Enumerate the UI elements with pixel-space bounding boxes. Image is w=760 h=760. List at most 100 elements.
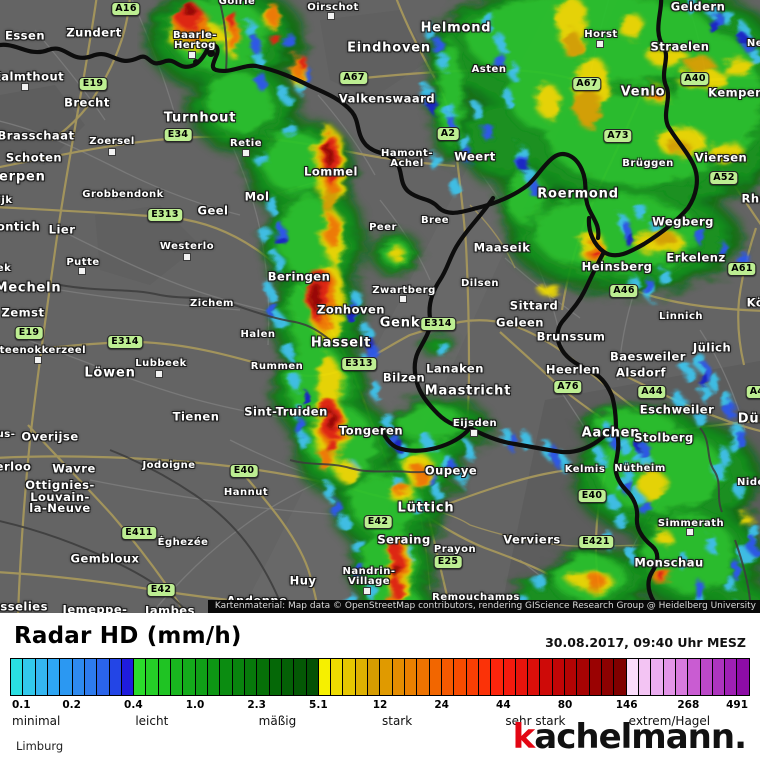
scale-tick: 0.2 [62,699,81,711]
scale-cell [417,659,430,695]
city-label: Kelmis [564,464,606,475]
city-label: Düren [737,411,760,427]
scale-category: sehr stark [505,714,566,728]
city-label: Essen [4,28,46,43]
radar-level-b [251,11,757,599]
scale-cell [552,659,566,695]
scale-cell [638,659,652,695]
scale-category: mäßig [258,714,297,728]
city-marker [108,148,116,156]
city-label: Geldern [670,0,726,14]
city-label: Ne [746,38,760,49]
city-label: Zichem [190,298,234,309]
scale-cell [380,659,393,695]
city-label: Hasselt [310,335,372,351]
city-label: Rummen [250,361,304,372]
city-label: Gosselies [0,599,48,613]
scale-cell [244,659,258,695]
scale-cell [294,659,307,695]
scale-cell [368,659,381,695]
city-label: Kontich [0,219,41,234]
city-label: Seraing [377,532,431,547]
city-label: Hamont- Achel [381,148,433,169]
scale-category: stark [382,714,413,728]
road-shield: A52 [709,171,739,185]
city-label: Zundert [66,25,122,40]
scale-cell [651,659,664,695]
road-shield: E314 [420,317,456,331]
city-label: Overijse [21,429,79,444]
radar-map: Goirle Oirschot Essen Zundert Baarle- Hertog E… [0,0,760,613]
road-shield: A16 [111,2,141,16]
city-label: Brunssum [536,329,606,344]
city-label: Straelen [650,39,710,54]
city-marker [686,528,694,536]
city-label: Genk [379,315,421,331]
scale-cell [109,659,122,695]
scale-cell [343,659,356,695]
city-label: Stolberg [634,430,694,445]
city-label: Brecht [64,95,110,110]
city-marker [470,429,478,437]
road-shield: A67 [339,71,369,85]
scale-tick: 0.1 [12,699,31,711]
color-scale [10,658,750,696]
city-marker [596,40,604,48]
road-shield: E421 [578,535,614,549]
city-label: ijk [0,195,13,206]
scale-cell [269,659,282,695]
city-label: Mol [244,189,270,204]
city-label: Wegberg [652,214,714,229]
road-shield: A67 [572,77,602,91]
city-label: Sint-Truiden [244,404,328,419]
city-label: Tienen [172,409,220,424]
scale-cell [737,659,749,695]
city-label: Wavre [52,461,96,476]
city-label: Nideggen [737,477,760,488]
city-label: Steenokkerzeel [0,345,87,356]
road-shield: E25 [433,555,463,569]
road-shield: E42 [363,515,393,529]
city-label: Baarle- Hertog [173,30,217,51]
road-shield: A40 [680,72,710,86]
region-label: Limburg [16,739,64,753]
city-label: Kempen [708,85,760,100]
city-label: Antwerpen [0,169,46,185]
city-label: Viersen [694,150,748,165]
scale-cell [675,659,689,695]
city-marker [363,587,371,595]
scale-cell [72,659,85,695]
road-shield: E40 [577,489,607,503]
city-label: Löwen [84,365,136,381]
city-label: Kalmthout [0,69,65,84]
scale-tick: 5.1 [309,699,328,711]
scale-tick: 1.0 [185,699,205,711]
city-label: Bilzen [382,370,426,385]
road-shield: A46 [609,284,639,298]
timestamp: 30.08.2017, 09:40 Uhr MESZ [545,635,746,650]
city-label: Erkelenz [666,250,726,265]
road-shield: A73 [603,129,633,143]
city-label: Hannut [223,487,269,498]
map-labels: Goirle Oirschot Essen Zundert Baarle- Hertog E… [0,0,760,613]
road-shield: E313 [147,208,183,222]
scale-cell [626,659,639,695]
city-label: Beringen [267,269,331,284]
radar-level-dr [184,5,399,577]
scale-cell [528,659,541,695]
page-title: Radar HD (mm/h) [14,623,242,649]
scale-cell [158,659,172,695]
scale-cell [355,659,369,695]
city-label: Oupeye [424,463,478,478]
city-label: Brasschaat [0,128,75,143]
city-label: Simmerath [657,518,725,529]
legend-footer: Radar HD (mm/h) 30.08.2017, 09:40 Uhr ME… [0,613,760,760]
city-marker [188,51,196,59]
scale-cell [134,659,147,695]
scale-cell [97,659,110,695]
scale-cell [429,659,442,695]
city-label: Schoten [5,150,63,165]
scale-cell [454,659,467,695]
scale-cell [503,659,516,695]
scale-tick: 24 [434,699,449,711]
